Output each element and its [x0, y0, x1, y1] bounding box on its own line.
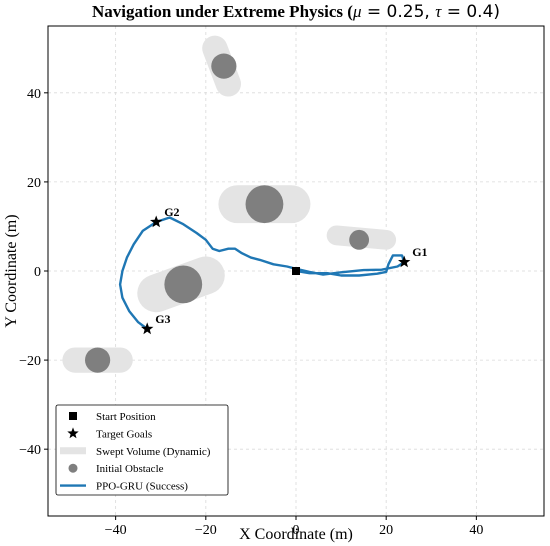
obstacle [349, 229, 370, 250]
obstacle [211, 53, 237, 79]
legend-goal-swatch [67, 427, 79, 439]
legend-obstacle-swatch [68, 463, 78, 473]
y-tick-label: −40 [19, 443, 41, 458]
chart-title-tau: τ [435, 2, 442, 21]
goal-label: G1 [412, 245, 427, 259]
path-layer [118, 216, 406, 331]
y-tick-label: −20 [19, 354, 41, 369]
chart-title-eq2: = 0.4) [441, 2, 500, 22]
goal-label: G2 [164, 205, 179, 219]
obstacle [164, 265, 203, 304]
legend-label: Initial Obstacle [96, 463, 164, 475]
legend-label: Swept Volume (Dynamic) [96, 446, 211, 458]
legend-label: Start Position [96, 411, 156, 423]
x-tick-label: 0 [293, 523, 300, 538]
x-tick-label: 40 [469, 523, 483, 538]
legend-box [55, 404, 229, 496]
robot-path [118, 216, 406, 331]
goal-star [150, 215, 163, 228]
legend-label: PPO-GRU (Success) [96, 481, 188, 493]
y-tick-label: 40 [27, 87, 41, 102]
goal-label: G3 [155, 312, 170, 326]
legend-label: Target Goals [96, 428, 152, 440]
ticks: −40 −20 0 20 40 −40 −20 0 20 40 [19, 87, 483, 538]
legend: Start Position Target Goals Swept Volume (… [55, 404, 229, 496]
swept-volumes [62, 35, 397, 373]
y-axis-label: Y Coordinate (m) [3, 214, 20, 327]
x-tick-label: −40 [105, 523, 127, 538]
goal-star [141, 322, 154, 335]
chart-title: Navigation under Extreme Physics (μ = 0.… [92, 2, 500, 22]
start-marker [292, 267, 300, 275]
chart-title-eq1: = 0.25, [361, 2, 435, 22]
legend-start-swatch [69, 412, 77, 420]
x-axis-label: X Coordinate (m) [239, 526, 353, 543]
obstacles [85, 53, 370, 373]
y-tick-label: 20 [27, 176, 41, 191]
markers: G1 G2 G3 [141, 205, 428, 335]
obstacle [85, 347, 111, 373]
y-tick-label: 0 [34, 265, 41, 280]
obstacle [245, 185, 284, 224]
goal-star [398, 255, 411, 268]
chart-title-mu: μ [352, 2, 362, 21]
chart-title-prefix: Navigation under Extreme Physics ( [92, 2, 353, 21]
x-tick-label: 20 [379, 523, 393, 538]
x-tick-label: −20 [195, 523, 217, 538]
